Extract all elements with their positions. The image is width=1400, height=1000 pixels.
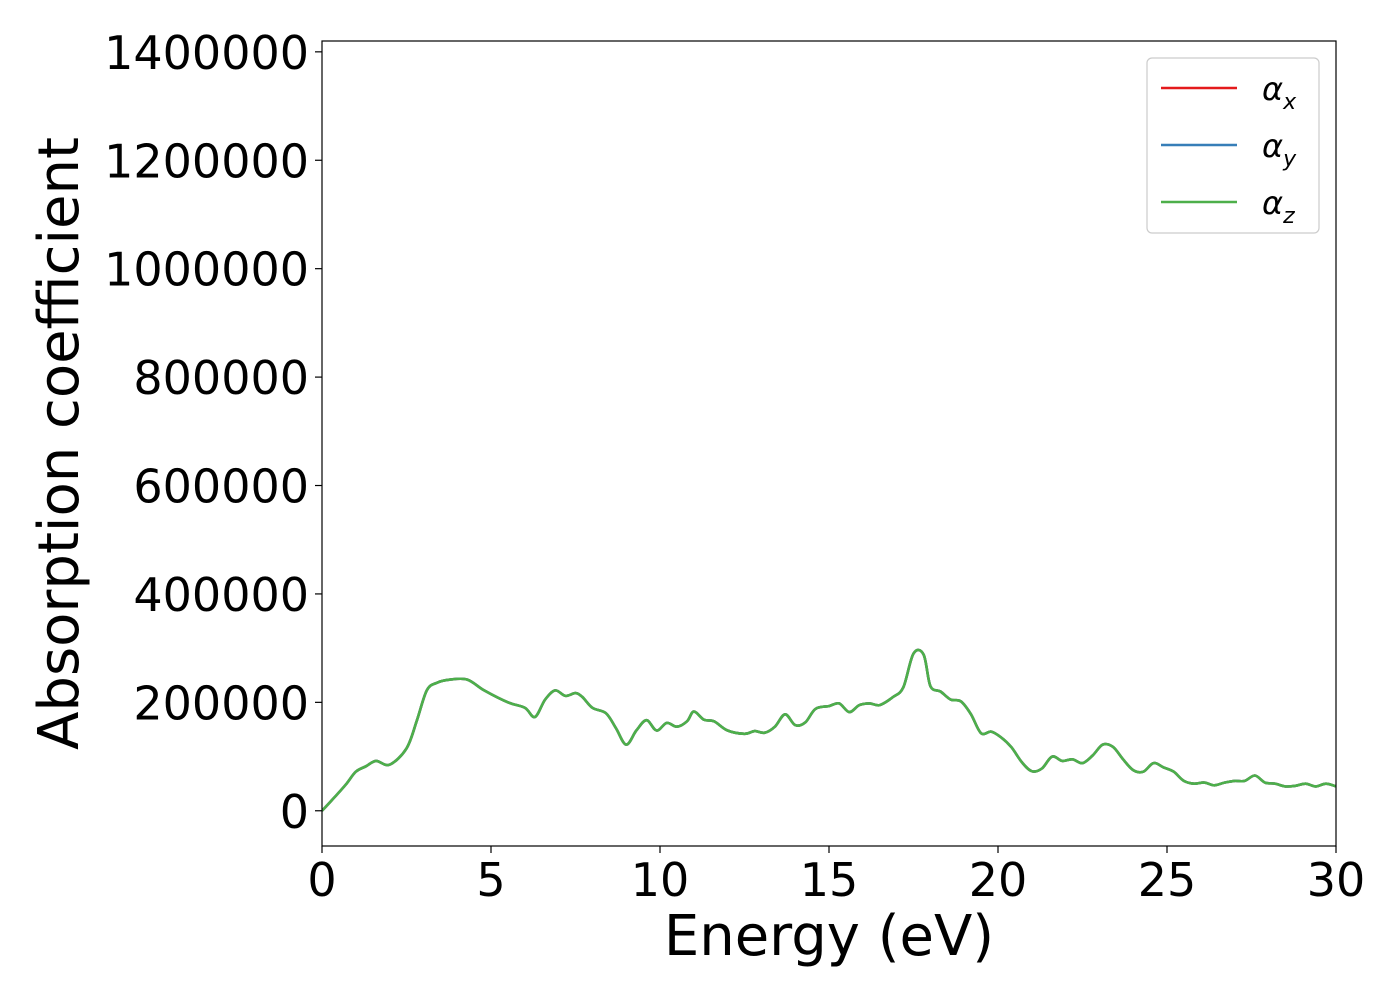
- x-tick-label: 5: [476, 853, 505, 907]
- y-axis: 0 200000 400000 600000 800000 1000000 1200000 1…: [104, 26, 322, 839]
- x-tick-label: 0: [307, 853, 336, 907]
- y-tick-label: 1200000: [104, 134, 309, 188]
- x-axis-title: Energy (eV): [664, 904, 994, 969]
- x-tick-label: 20: [969, 853, 1028, 907]
- y-tick-label: 1000000: [104, 243, 309, 297]
- legend-label: αy: [1262, 127, 1297, 172]
- x-tick-label: 15: [800, 853, 859, 907]
- x-tick-label: 10: [631, 853, 690, 907]
- x-tick-label: 25: [1138, 853, 1197, 907]
- legend-label: αz: [1262, 184, 1295, 229]
- y-tick-label: 1400000: [104, 26, 309, 80]
- y-tick-label: 0: [280, 785, 309, 839]
- y-axis-title: Absorption coefficient: [27, 137, 92, 750]
- series-layer: [322, 648, 1336, 812]
- y-tick-label: 200000: [133, 676, 309, 730]
- y-tick-label: 600000: [133, 460, 309, 514]
- y-tick-label: 800000: [133, 351, 309, 405]
- y-tick-label: 400000: [133, 568, 309, 622]
- legend-label: αx: [1262, 70, 1297, 115]
- series-line-z: [322, 648, 1336, 812]
- x-tick-label: 30: [1307, 853, 1366, 907]
- x-axis: 0 5 10 15 20 25 30: [307, 846, 1365, 907]
- legend: αx αy αz: [1146, 57, 1320, 234]
